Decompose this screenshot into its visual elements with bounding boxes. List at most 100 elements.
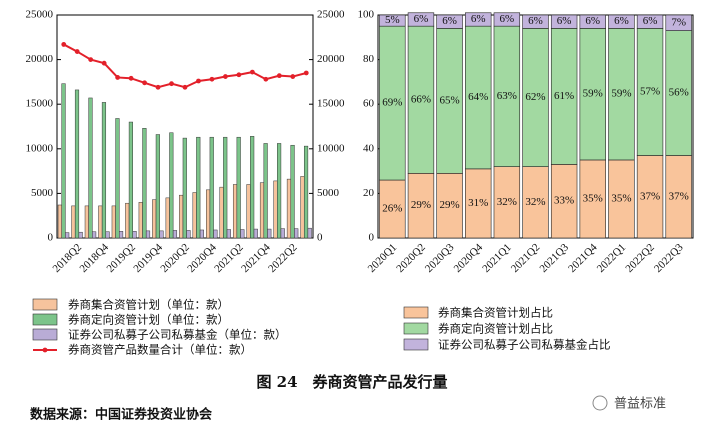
watermark: 普益标准	[614, 397, 666, 412]
caption: 图 24 券商资管产品发行量	[256, 373, 447, 391]
y-tick-label: 40	[363, 142, 375, 154]
y2-tick-label: 5000	[317, 187, 340, 199]
line-marker	[236, 72, 242, 78]
y-tick-label: 0	[48, 232, 54, 244]
line-marker	[249, 69, 255, 75]
bar	[84, 205, 89, 239]
bar	[253, 228, 258, 239]
bar	[223, 136, 228, 239]
line-marker	[61, 42, 67, 47]
legend-swatch	[403, 306, 429, 319]
x-tick-label: 2022Q1	[595, 241, 629, 275]
bar	[78, 231, 83, 239]
bar-segment	[493, 25, 521, 167]
watermark-icon	[592, 395, 608, 411]
x-tick-label: 2020Q1	[366, 241, 400, 275]
value-label: 64%	[468, 91, 488, 103]
bar	[98, 205, 103, 239]
line-marker	[101, 60, 107, 66]
bar	[300, 176, 305, 239]
legend-swatch	[32, 313, 58, 326]
value-label: 6%	[528, 15, 543, 27]
x-tick-label: 2020Q4	[185, 241, 219, 275]
bar-segment	[579, 28, 606, 161]
value-label: 66%	[411, 93, 431, 105]
x-tick-label: 2020Q3	[423, 241, 457, 275]
line-marker	[209, 76, 215, 82]
x-tick-label: 2022Q2	[623, 241, 657, 275]
value-label: 29%	[411, 199, 431, 211]
x-tick-label: 2021Q2	[509, 241, 543, 275]
bar-segment	[465, 168, 492, 239]
value-label: 6%	[585, 15, 600, 27]
bar	[125, 202, 130, 239]
bar-segment	[379, 179, 406, 239]
legend-swatch	[32, 298, 58, 311]
bar	[280, 228, 285, 239]
bar	[209, 136, 214, 239]
line	[63, 43, 307, 89]
line-marker	[169, 81, 174, 87]
legend-label: 券商定向资管计划（单位：款）	[68, 313, 229, 327]
value-label: 63%	[497, 90, 517, 102]
value-label: 37%	[669, 190, 689, 202]
bar-segment	[608, 159, 635, 239]
bar	[61, 83, 66, 239]
line-marker	[155, 84, 161, 90]
x-tick-label: 2018Q4	[78, 241, 112, 275]
bar-segment	[636, 14, 664, 29]
y-tick-label: 60	[363, 98, 375, 110]
bar-segment	[436, 28, 463, 174]
y-tick-label: 15000	[26, 98, 54, 110]
value-label: 35%	[611, 193, 631, 205]
y2-tick-label: 0	[317, 232, 323, 244]
value-label: 26%	[382, 203, 402, 215]
legend-swatch	[403, 322, 429, 335]
line-marker	[88, 57, 94, 62]
bar	[219, 186, 224, 239]
bar	[232, 184, 238, 239]
bar	[196, 136, 201, 239]
line-marker	[142, 80, 147, 86]
value-label: 61%	[554, 90, 574, 102]
legend-label: 券商定向资管计划占比	[438, 322, 553, 336]
bar-segment	[522, 166, 549, 239]
bar	[199, 229, 204, 239]
y-tick-label: 5000	[31, 187, 54, 199]
value-label: 5%	[385, 14, 400, 26]
bar-segment	[436, 173, 463, 239]
bar-segment	[665, 30, 692, 156]
legend-swatch	[32, 328, 58, 341]
value-label: 6%	[557, 15, 572, 27]
legend-label: 券商资管产品数量合计（单位：款）	[68, 343, 252, 357]
value-label: 62%	[525, 91, 545, 103]
bar	[88, 97, 93, 239]
bar	[277, 143, 282, 239]
bar	[206, 189, 211, 239]
x-tick-label: 2021Q4	[239, 241, 273, 275]
value-label: 6%	[614, 15, 629, 27]
bar	[65, 232, 70, 239]
bar-segment	[493, 166, 521, 239]
x-tick-label: 2020Q2	[158, 241, 192, 275]
bar	[286, 178, 292, 239]
bar	[179, 194, 184, 239]
y-tick-label: 25000	[26, 9, 54, 21]
bar	[132, 231, 137, 239]
bar	[226, 229, 231, 239]
legend-swatch	[403, 338, 429, 351]
bar-segment	[550, 14, 578, 29]
y-tick-label: 20	[363, 187, 375, 199]
x-tick-label: 2021Q2	[212, 241, 246, 275]
bar-segment	[636, 28, 664, 156]
value-label: 57%	[640, 85, 660, 97]
line-marker	[223, 74, 228, 79]
value-label: 32%	[497, 196, 517, 208]
bar-segment	[465, 12, 492, 27]
line-marker	[128, 75, 134, 81]
bar	[259, 182, 265, 239]
line-marker	[276, 73, 282, 79]
line-marker	[303, 70, 309, 76]
value-label: 29%	[440, 199, 460, 211]
x-tick-label: 2019Q2	[104, 241, 138, 275]
